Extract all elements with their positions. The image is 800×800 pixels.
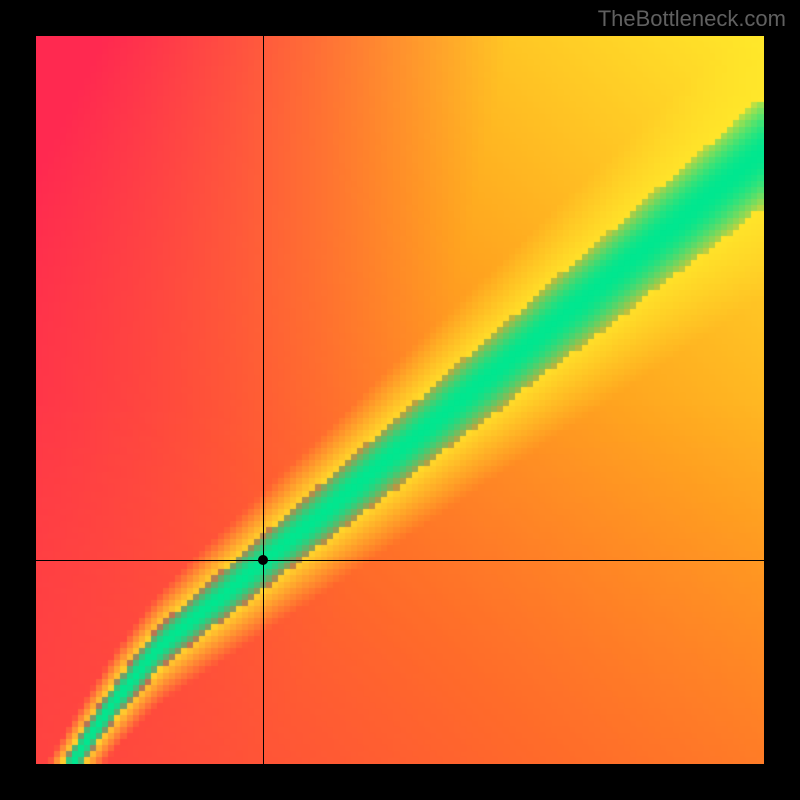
heatmap-plot xyxy=(36,36,764,764)
heatmap-canvas xyxy=(36,36,764,764)
watermark-text: TheBottleneck.com xyxy=(598,6,786,32)
crosshair-vertical xyxy=(263,36,264,764)
crosshair-marker xyxy=(258,555,268,565)
crosshair-horizontal xyxy=(36,560,764,561)
chart-container: TheBottleneck.com xyxy=(0,0,800,800)
